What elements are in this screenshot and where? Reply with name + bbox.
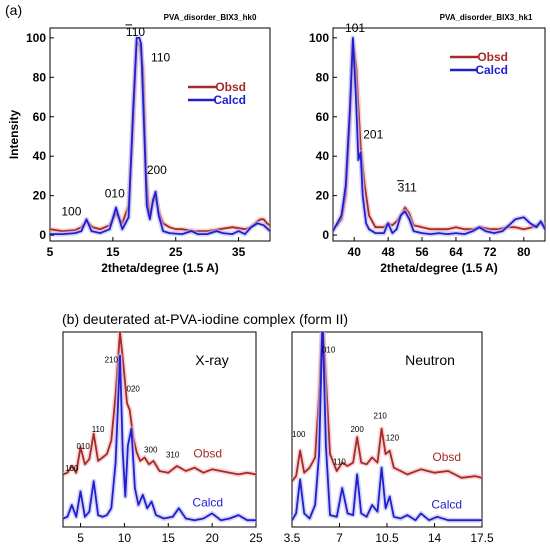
x-tick-label: 25 (169, 245, 183, 259)
peak-label: 100 (292, 430, 306, 439)
peak-label: 310 (166, 450, 180, 459)
y-tick-label: 80 (316, 70, 330, 84)
series-label-calcd: Calcd (192, 496, 223, 510)
section-label-b: (b) deuterated at-PVA-iodine complex (fo… (62, 311, 348, 327)
legend-label-obsd: Obsd (215, 80, 246, 94)
peak-label: 110 (92, 425, 105, 434)
peak-label: 110 (126, 25, 145, 39)
x-tick-label: 10.5 (375, 531, 399, 545)
peak-label: 101 (345, 21, 365, 35)
x-tick-label: 10 (118, 531, 132, 545)
x-tick-label: 5 (47, 245, 54, 259)
series-calcd-line (333, 37, 545, 235)
peak-label: 110 (151, 51, 170, 65)
x-tick-label: 7 (336, 531, 343, 545)
peak-label: 200 (147, 163, 167, 177)
peak-label: 210 (105, 356, 119, 365)
panel-neutron: 3.5 7 10.5 14 17.5 Neutron Obsd Calcd 100 010 110 2… (284, 331, 494, 545)
series-label-obsd: Obsd (193, 446, 222, 460)
series-label-obsd: Obsd (432, 450, 461, 464)
y-tick-label: 20 (33, 189, 47, 203)
x-tick-label: 20 (205, 531, 219, 545)
panel-title: X-ray (195, 352, 228, 368)
x-axis-label: 2theta/degree (1.5 A) (380, 261, 498, 275)
panel-title: Neutron (405, 352, 455, 368)
peak-label: 100 (61, 204, 81, 218)
x-tick-label: 35 (232, 245, 246, 259)
peak-label: 010 (322, 345, 336, 354)
panel-hk1: 40 48 56 64 72 80 0 20 40 60 80 100 PVA_disorder_BIX… (309, 13, 546, 275)
y-tick-label: 100 (309, 31, 329, 45)
peak-label: 311 (398, 181, 417, 195)
x-tick-label: 48 (381, 245, 395, 259)
legend-label-obsd: Obsd (477, 50, 508, 64)
y-tick-label: 60 (316, 110, 330, 124)
series-obsd-line (50, 40, 270, 232)
legend-label-calcd: Calcd (475, 63, 508, 77)
y-axis-label: Intensity (7, 110, 21, 160)
series-label-calcd: Calcd (431, 497, 462, 511)
x-tick-label: 25 (249, 531, 263, 545)
y-tick-label: 40 (316, 149, 330, 163)
peak-label: 020 (127, 384, 141, 393)
series-obsd-line (292, 332, 482, 482)
y-tick-label: 20 (316, 189, 330, 203)
x-tick-label: 15 (162, 531, 176, 545)
plot-frame (332, 27, 546, 242)
panel-title: PVA_disorder_BIX3_hk1 (440, 13, 533, 22)
peak-label: 010 (105, 187, 125, 201)
peak-label: 200 (350, 425, 364, 434)
y-tick-label: 40 (33, 149, 47, 163)
x-tick-label: 72 (483, 245, 497, 259)
y-tick-label: 80 (33, 70, 47, 84)
peak-label: 100 (65, 464, 79, 473)
x-tick-label: 64 (449, 245, 463, 259)
peak-label: 210 (374, 411, 388, 420)
x-tick-label: 80 (517, 245, 531, 259)
peak-label: 201 (363, 127, 383, 141)
x-tick-label: 40 (348, 245, 362, 259)
y-tick-label: 100 (26, 31, 46, 45)
series-calcd-line (50, 37, 270, 235)
peak-label: 110 (333, 457, 346, 466)
x-tick-label: 14 (428, 531, 442, 545)
plot-frame (62, 331, 257, 528)
series-calcd-line (63, 354, 256, 522)
peak-label: 010 (76, 442, 90, 451)
x-tick-label: 56 (415, 245, 429, 259)
plot-frame (49, 27, 271, 242)
series-calcd-halo (50, 35, 270, 237)
y-tick-label: 0 (322, 228, 329, 242)
y-tick-label: 60 (33, 110, 47, 124)
x-tick-label: 3.5 (284, 531, 301, 545)
x-tick-label: 17.5 (470, 531, 494, 545)
x-tick-label: 5 (77, 531, 84, 545)
legend-label-calcd: Calcd (213, 93, 246, 107)
panel-title: PVA_disorder_BIX3_hk0 (164, 13, 257, 22)
x-tick-label: 15 (106, 245, 120, 259)
section-label-a: (a) (5, 2, 22, 18)
x-axis-label: 2theta/degree (1.5 A) (101, 261, 219, 275)
panel-hk0: 5 15 25 35 0 20 40 60 80 100 PVA_disorder_BIX3_hk0… (7, 13, 271, 275)
peak-label: 120 (386, 434, 400, 443)
series-obsd-halo (50, 39, 270, 234)
y-tick-label: 0 (39, 228, 46, 242)
series-calcd-line (292, 332, 482, 522)
peak-label: 300 (144, 445, 158, 454)
